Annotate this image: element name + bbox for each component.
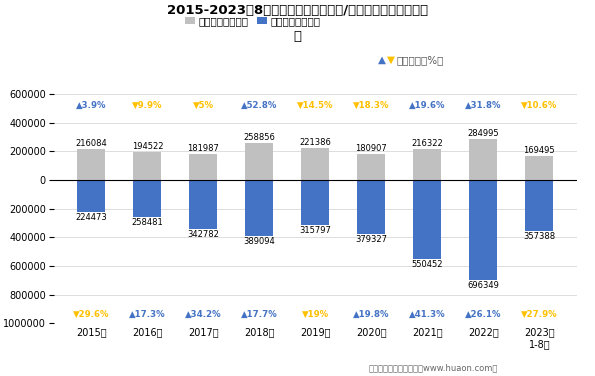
Text: ▼19%: ▼19% [302,310,329,319]
Text: 169495: 169495 [524,146,555,155]
Text: ▲17.7%: ▲17.7% [241,310,278,319]
Bar [469,180,497,280]
Bar [469,139,497,180]
Bar [358,154,386,180]
Bar [189,180,217,229]
Text: ▼18.3%: ▼18.3% [353,101,390,110]
Text: 制图：华经产业研究院（www.huaon.com）: 制图：华经产业研究院（www.huaon.com） [369,363,498,372]
Text: ▲52.8%: ▲52.8% [241,101,277,110]
Text: ▲3.9%: ▲3.9% [76,101,107,110]
Bar [358,180,386,234]
Text: 181987: 181987 [187,144,220,153]
Text: 379327: 379327 [355,235,387,244]
Text: ▼29.6%: ▼29.6% [73,310,109,319]
Text: ▼: ▼ [387,55,395,65]
Bar [414,180,441,259]
Bar [133,152,161,180]
Bar [301,180,330,225]
Bar [245,180,273,236]
Bar [77,180,105,212]
Text: ▼9.9%: ▼9.9% [132,101,162,110]
Text: 696349: 696349 [468,281,499,290]
Text: 180907: 180907 [355,144,387,153]
Text: 389094: 389094 [243,237,275,246]
Text: ▲: ▲ [378,55,386,65]
Text: 同比增长（%）: 同比增长（%） [397,55,444,65]
Text: ▲19.6%: ▲19.6% [409,101,446,110]
Bar [525,180,553,231]
Text: 224473: 224473 [76,213,107,222]
Text: 计: 计 [293,30,302,43]
Text: ▼27.9%: ▼27.9% [521,310,558,319]
Text: 357388: 357388 [523,232,555,241]
Text: ▲26.1%: ▲26.1% [465,310,502,319]
Text: ▲31.8%: ▲31.8% [465,101,502,110]
Text: 258481: 258481 [131,218,163,227]
Text: ▼5%: ▼5% [193,101,214,110]
Text: 221386: 221386 [299,138,331,147]
Text: 216084: 216084 [76,139,107,148]
Text: ▼14.5%: ▼14.5% [297,101,334,110]
Text: 2015-2023年8月甘肃省（境内目的地/货源地）进、出口额统: 2015-2023年8月甘肃省（境内目的地/货源地）进、出口额统 [167,4,428,17]
Bar [301,148,330,180]
Text: 284995: 284995 [468,129,499,138]
Bar [525,156,553,180]
Text: ▲19.8%: ▲19.8% [353,310,390,319]
Text: 315797: 315797 [299,226,331,235]
Text: 194522: 194522 [131,142,163,151]
Text: ▲34.2%: ▲34.2% [185,310,222,319]
Bar [133,180,161,217]
Legend: 出口额（万美元）, 进口额（万美元）: 出口额（万美元）, 进口额（万美元） [181,12,324,30]
Text: 342782: 342782 [187,230,220,239]
Text: 258856: 258856 [243,133,275,142]
Bar [189,154,217,180]
Text: ▲17.3%: ▲17.3% [129,310,165,319]
Bar [245,143,273,180]
Text: 550452: 550452 [412,260,443,269]
Text: 216322: 216322 [412,139,443,148]
Bar [414,149,441,180]
Text: ▼10.6%: ▼10.6% [521,101,558,110]
Bar [77,149,105,180]
Text: ▲41.3%: ▲41.3% [409,310,446,319]
